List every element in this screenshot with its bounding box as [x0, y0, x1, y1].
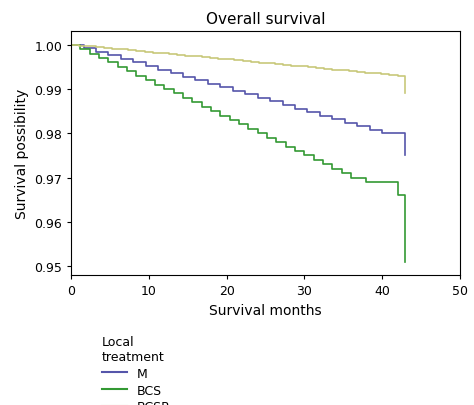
M — [267, 96, 273, 101]
BCSR — [402, 92, 408, 97]
BCS — [115, 65, 120, 70]
M — [402, 153, 408, 158]
BCS — [364, 180, 369, 185]
M — [68, 43, 74, 48]
BCSR — [117, 48, 123, 53]
Title: Overall survival: Overall survival — [206, 12, 325, 27]
BCS — [301, 153, 307, 158]
BCS — [143, 74, 148, 79]
BCSR — [313, 66, 319, 70]
BCSR — [329, 68, 335, 73]
BCSR — [272, 62, 278, 67]
Legend: M, BCS, BCSR: M, BCS, BCSR — [97, 330, 176, 405]
BCS — [402, 260, 408, 264]
M — [280, 100, 285, 104]
Line: BCS: BCS — [71, 46, 405, 262]
M — [255, 96, 261, 101]
M — [155, 68, 161, 73]
BCS — [208, 109, 214, 114]
Y-axis label: Survival possibility: Survival possibility — [15, 89, 28, 219]
BCS — [68, 43, 74, 48]
M — [355, 124, 360, 129]
Line: M: M — [71, 46, 405, 156]
Line: BCSR: BCSR — [71, 46, 405, 94]
X-axis label: Survival months: Survival months — [209, 303, 322, 317]
BCSR — [93, 45, 99, 50]
M — [317, 114, 323, 119]
BCSR — [68, 43, 74, 48]
BCS — [199, 101, 205, 106]
BCSR — [142, 49, 147, 54]
